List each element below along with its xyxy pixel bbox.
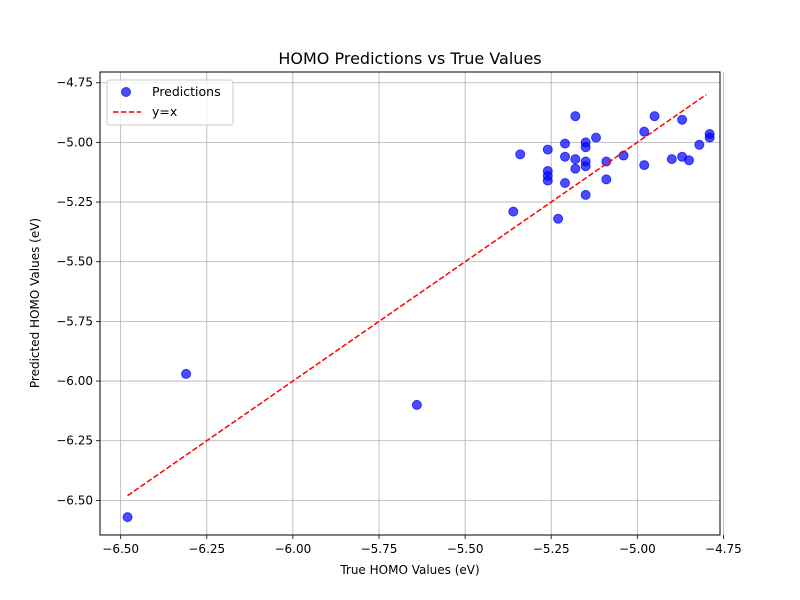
scatter-point	[570, 163, 581, 174]
scatter-point	[122, 512, 133, 523]
y-tick-label: −5.00	[56, 135, 93, 149]
axes-frame	[99, 71, 721, 536]
scatter-point	[411, 399, 422, 410]
x-tick-label: −4.75	[705, 542, 742, 556]
x-axis-ticks: −6.50 −6.25 −6.00 −5.75 −5.50 −5.25 −5.00 −4.75	[102, 535, 742, 556]
y-tick-label: −6.25	[56, 434, 93, 448]
scatter-point	[639, 160, 650, 171]
y-tick-label: −6.50	[56, 493, 93, 507]
scatter-point	[560, 151, 570, 162]
y-axis-ticks: −6.50 −6.25 −6.00 −5.75 −5.50 −5.25 −5.00 −4.75	[56, 76, 100, 507]
scatter-point	[639, 126, 650, 137]
scatter-point	[570, 154, 581, 165]
legend-label-predictions: Predictions	[152, 84, 221, 99]
x-tick-label: −5.75	[361, 542, 398, 556]
legend-label-yx: y=x	[152, 104, 177, 119]
scatter-point	[684, 155, 694, 166]
chart-title: HOMO Predictions vs True Values	[278, 49, 541, 68]
scatter-point	[580, 161, 591, 172]
x-tick-label: −6.50	[102, 542, 139, 556]
legend-marker-predictions	[121, 87, 131, 97]
y-tick-label: −5.50	[56, 255, 93, 269]
scatter-point	[181, 368, 192, 379]
y-tick-label: −6.00	[56, 374, 93, 388]
plot-area	[99, 71, 724, 536]
legend: Predictions y=x	[106, 79, 234, 126]
scatter-point	[508, 206, 519, 217]
scatter-point	[677, 114, 688, 125]
scatter-point	[704, 132, 715, 143]
x-tick-label: −5.25	[533, 542, 570, 556]
y-tick-label: −5.75	[56, 314, 93, 328]
series-layer	[122, 94, 715, 523]
x-tick-label: −6.25	[188, 542, 225, 556]
grid-lines	[100, 72, 724, 535]
scatter-point	[694, 139, 705, 150]
y-tick-label: −4.75	[56, 76, 93, 90]
scatter-point	[580, 142, 591, 153]
scatter-point	[570, 111, 581, 122]
scatter-point	[580, 189, 591, 200]
legend-box	[106, 79, 234, 126]
x-tick-label: −6.00	[274, 542, 311, 556]
scatter-point	[542, 144, 553, 155]
scatter-point	[515, 149, 526, 160]
y-tick-label: −5.25	[56, 195, 93, 209]
y-axis-label: Predicted HOMO Values (eV)	[28, 218, 42, 388]
x-tick-label: −5.50	[447, 542, 484, 556]
scatter-point	[591, 132, 601, 143]
scatter-point	[601, 174, 612, 185]
x-tick-label: −5.00	[619, 542, 656, 556]
scatter-point	[649, 111, 660, 122]
scatter-point	[560, 177, 570, 188]
scatter-point	[553, 213, 564, 224]
scatter-point	[542, 175, 553, 186]
x-axis-label: True HOMO Values (eV)	[339, 563, 479, 577]
scatter-point	[560, 138, 570, 149]
reference-line-yx	[127, 94, 707, 497]
scatter-point	[666, 154, 677, 165]
